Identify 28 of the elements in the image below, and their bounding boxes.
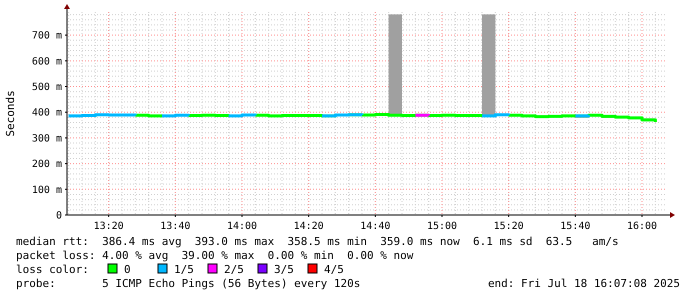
legend-label: 1/5 [174,263,194,276]
x-tick-label: 15:40 [560,221,590,232]
x-tick-label: 13:20 [94,221,124,232]
y-tick-label: 0 [56,210,62,222]
x-tick-label: 14:20 [294,221,324,232]
legend-label: 3/5 [274,263,294,276]
y-tick-label: 400 m [32,108,62,119]
x-tick-label: 13:40 [160,221,190,232]
x-tick-label: 14:40 [360,221,390,232]
legend-title: loss color: [16,263,89,276]
text: packet loss: 4.00 % avg 39.00 % max 0.00 % min 0.00 % now [16,249,414,262]
text: median rtt: 386.4 ms avg 393.0 ms max 358.5 ms min 359.0 ms now 6.1 ms sd 63.5 am/s [16,235,619,248]
legend-label: 4/5 [324,263,344,276]
x-tick-label: 15:00 [426,221,458,232]
y-axis-title: Seconds [4,90,17,137]
x-tick-label: 14:00 [226,221,258,232]
y-tick-label: 100 m [32,184,62,196]
y-tick-label: 700 m [32,30,62,42]
x-tick-label: 15:20 [494,221,524,232]
legend-label: 2/5 [224,263,244,276]
x-tick-label: 16:00 [626,221,658,232]
y-tick-label: 200 m [32,159,62,170]
text: probe: 5 ICMP Echo Pings (56 Bytes) every 120s [16,277,360,290]
y-tick-label: 300 m [32,133,62,144]
legend-label: 0 [124,263,131,276]
y-tick-label: 500 m [32,82,62,94]
text: end: Fri Jul 18 16:07:08 2025 [488,277,680,290]
y-tick-label: 600 m [32,56,62,68]
